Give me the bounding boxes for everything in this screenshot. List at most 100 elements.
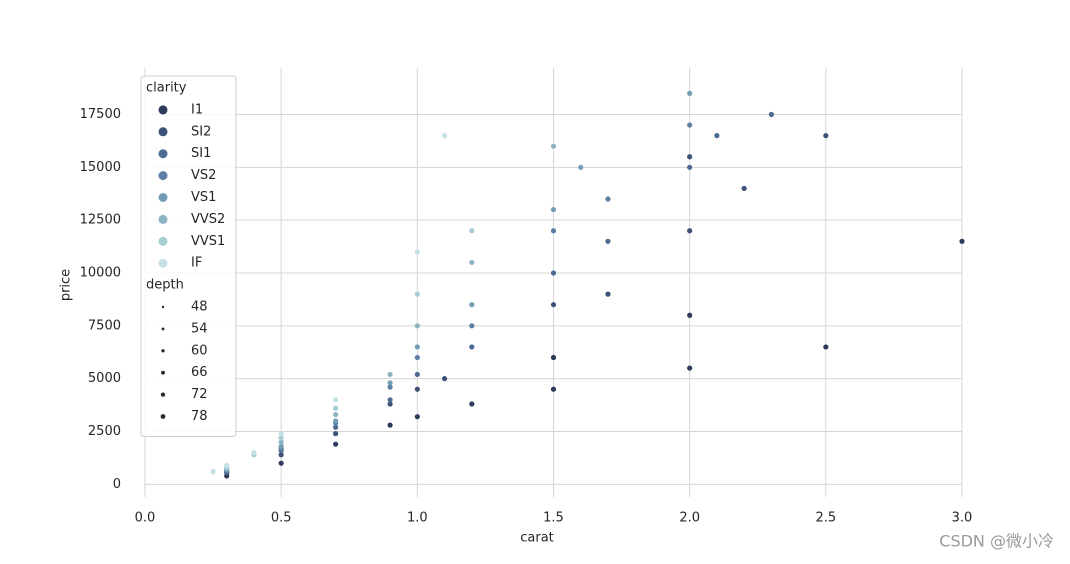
legend-label: 78	[191, 409, 208, 424]
point	[387, 371, 393, 378]
legend-size-marker	[161, 327, 165, 331]
point	[224, 462, 230, 468]
x-tick-label: 2.0	[679, 511, 700, 526]
legend-title: clarity	[146, 81, 187, 96]
point	[333, 397, 339, 403]
point	[333, 405, 339, 411]
y-axis-label: price	[59, 269, 74, 301]
point	[278, 431, 284, 437]
point	[414, 386, 420, 392]
point	[714, 133, 720, 139]
legend-label: 60	[191, 343, 208, 358]
legend-label: SI1	[191, 146, 211, 161]
point	[414, 414, 420, 420]
point	[687, 365, 693, 371]
point	[387, 397, 393, 403]
legend-label: 48	[191, 300, 208, 315]
point	[278, 443, 284, 449]
point	[741, 185, 747, 192]
point	[469, 401, 475, 407]
legend-label: VS1	[191, 190, 216, 205]
point	[278, 452, 284, 458]
point	[959, 238, 965, 244]
point	[278, 439, 284, 445]
legend-title: depth	[146, 278, 184, 293]
legend-marker	[158, 127, 168, 137]
point	[687, 228, 693, 234]
legend-marker	[158, 214, 168, 224]
point	[387, 384, 393, 390]
legend-label: 54	[191, 321, 208, 336]
point	[550, 386, 557, 392]
point	[687, 312, 693, 318]
point	[687, 164, 693, 170]
point	[387, 401, 393, 407]
point	[414, 323, 420, 329]
point	[469, 323, 475, 329]
y-tick-label: 15000	[80, 160, 121, 175]
legend-size-marker	[161, 349, 165, 353]
legend-marker	[158, 105, 168, 115]
point	[550, 354, 557, 361]
point	[333, 441, 339, 447]
point	[550, 206, 557, 213]
point	[441, 376, 448, 382]
watermark: CSDN @微小冷	[939, 532, 1054, 551]
y-tick-label: 2500	[88, 424, 121, 439]
point	[414, 249, 420, 255]
legend-marker	[158, 236, 168, 246]
legend-label: VVS2	[191, 212, 225, 227]
legend-marker	[158, 258, 168, 268]
point	[469, 228, 475, 234]
point	[687, 90, 693, 96]
point	[605, 196, 611, 202]
point	[387, 380, 393, 386]
point	[387, 422, 393, 428]
legend-frame	[140, 75, 237, 437]
point	[278, 435, 284, 441]
point	[578, 164, 584, 170]
legend-label: 66	[191, 365, 208, 380]
legend-label: SI2	[191, 124, 211, 139]
point	[550, 270, 557, 276]
legend-label: VVS1	[191, 234, 225, 249]
point	[333, 418, 339, 424]
legend-marker	[158, 171, 168, 181]
legend-label: IF	[191, 256, 202, 271]
x-tick-label: 0.5	[271, 511, 292, 526]
point	[605, 291, 611, 297]
point	[823, 133, 829, 139]
x-tick-label: 1.0	[407, 511, 428, 526]
point	[768, 111, 774, 118]
x-tick-label: 0.0	[135, 511, 156, 526]
point	[414, 291, 420, 297]
point	[687, 122, 693, 128]
legend-size-marker	[160, 392, 166, 397]
point	[333, 424, 339, 430]
y-tick-label: 7500	[88, 318, 121, 333]
x-tick-label: 3.0	[952, 511, 973, 526]
legend-label: 72	[191, 387, 208, 402]
point	[210, 469, 216, 475]
point	[414, 344, 420, 350]
legend-size-marker	[160, 414, 166, 419]
x-tick-label: 1.5	[543, 511, 564, 526]
point	[278, 460, 284, 466]
legend-marker	[158, 149, 168, 159]
legend-label: VS2	[191, 168, 216, 183]
point	[469, 302, 475, 308]
point	[333, 431, 339, 437]
y-tick-label: 0	[113, 477, 121, 492]
point	[550, 228, 557, 234]
point	[469, 259, 475, 266]
point	[469, 344, 475, 350]
x-axis-label: carat	[520, 531, 554, 546]
y-tick-label: 17500	[80, 107, 121, 122]
point	[550, 143, 557, 149]
legend-size-marker	[161, 305, 165, 309]
y-tick-label: 10000	[80, 265, 121, 280]
point	[687, 154, 693, 160]
legend-marker	[158, 193, 168, 202]
legend-label: I1	[191, 102, 203, 117]
